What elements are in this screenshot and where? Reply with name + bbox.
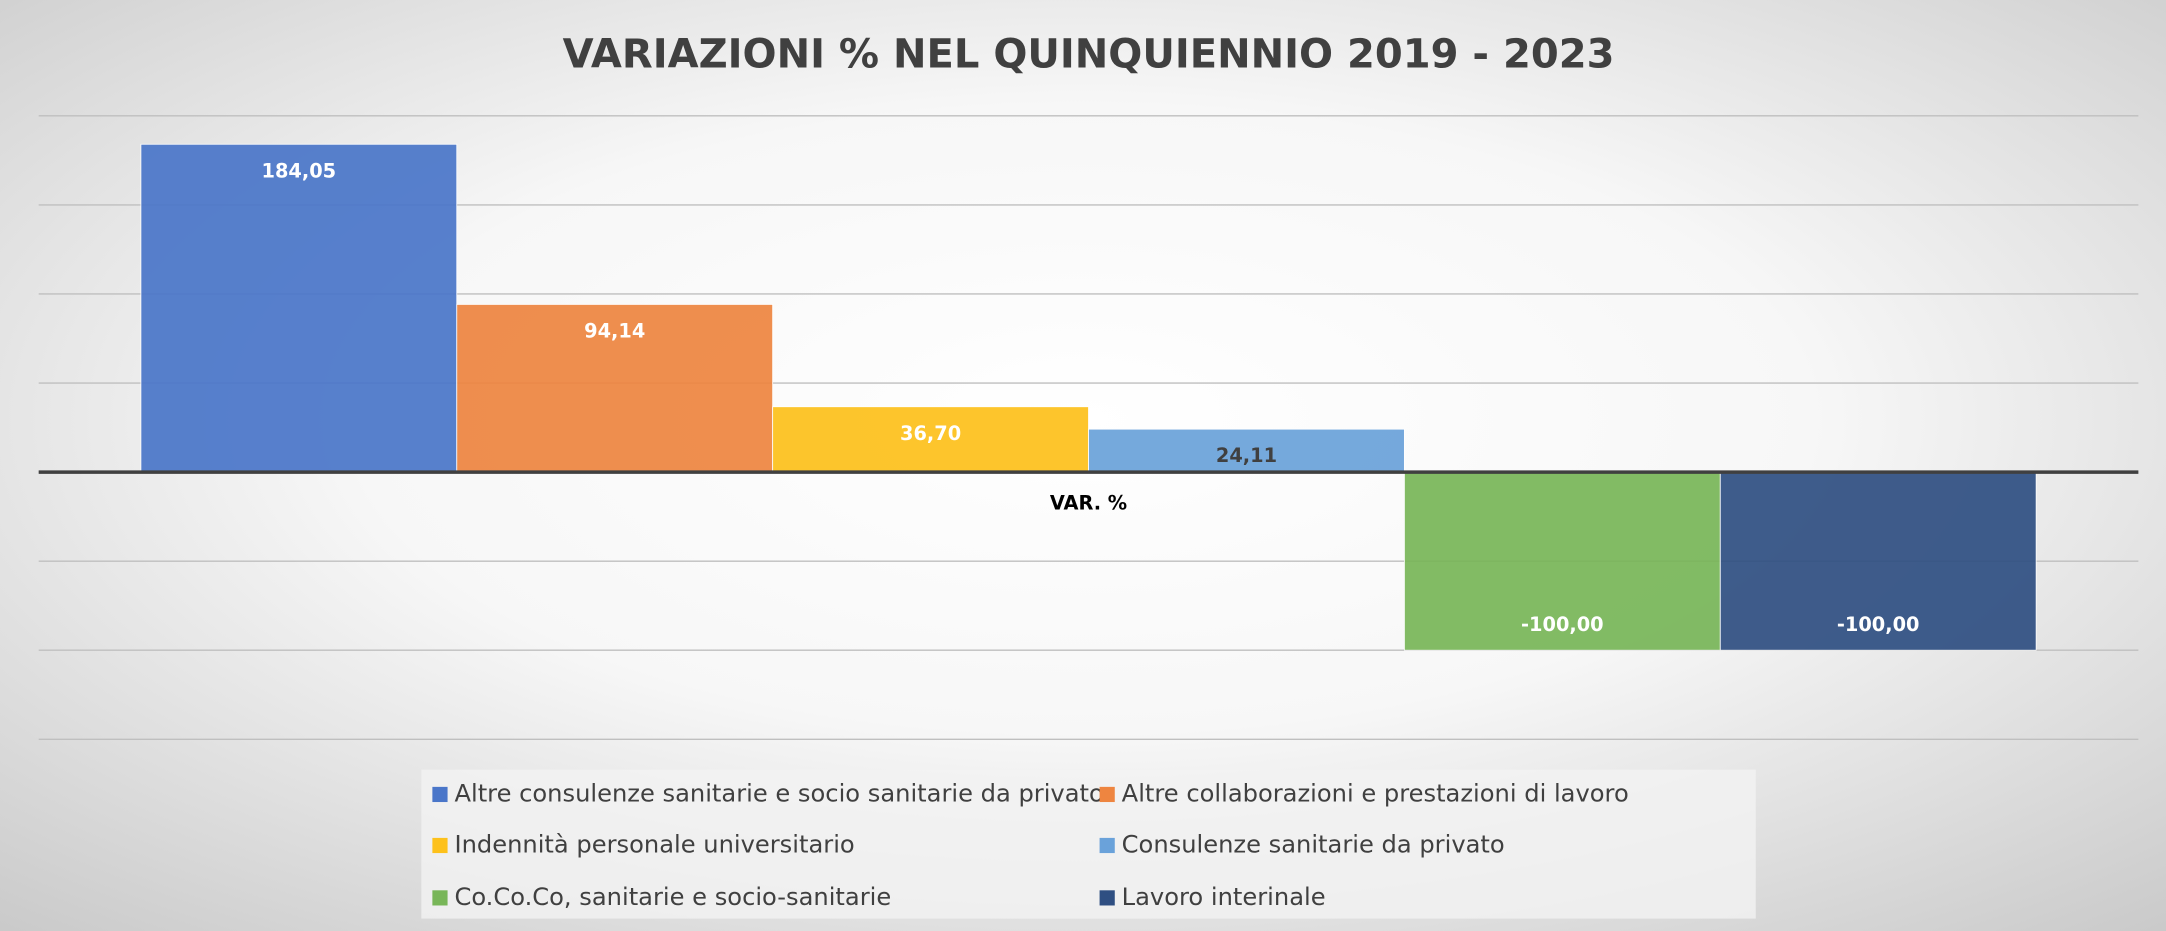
legend-swatch bbox=[1099, 786, 1115, 803]
data-label: 24,11 bbox=[1216, 444, 1277, 467]
bar bbox=[140, 143, 458, 473]
bar bbox=[1719, 471, 2037, 651]
legend-swatch bbox=[432, 837, 448, 854]
legend-swatch bbox=[432, 786, 448, 803]
bar bbox=[456, 304, 774, 473]
data-label: 184,05 bbox=[262, 159, 337, 182]
data-label: -100,00 bbox=[1521, 613, 1604, 636]
legend-box bbox=[421, 769, 1756, 919]
legend-swatch bbox=[1099, 837, 1115, 854]
chart-title: VARIAZIONI % NEL QUINQUIENNIO 2019 - 202… bbox=[563, 32, 1615, 78]
legend-label: Consulenze sanitarie da privato bbox=[1122, 830, 1505, 858]
data-label: 94,14 bbox=[584, 320, 645, 343]
legend-swatch bbox=[432, 890, 448, 906]
bar bbox=[1088, 428, 1405, 473]
legend-label: Altre consulenze sanitarie e socio sanit… bbox=[454, 779, 1103, 807]
data-label: -100,00 bbox=[1837, 613, 1920, 636]
legend-label: Co.Co.Co, sanitarie e socio-sanitarie bbox=[454, 883, 891, 911]
legend-label: Indennità personale universitario bbox=[454, 830, 854, 858]
data-label: 36,70 bbox=[900, 422, 961, 445]
legend-label: Altre collaborazioni e prestazioni di la… bbox=[1122, 779, 1629, 807]
x-tick-label: VAR. % bbox=[1050, 491, 1127, 514]
legend-swatch bbox=[1099, 890, 1115, 906]
bar bbox=[1403, 471, 1721, 651]
legend-label: Lavoro interinale bbox=[1122, 883, 1326, 911]
